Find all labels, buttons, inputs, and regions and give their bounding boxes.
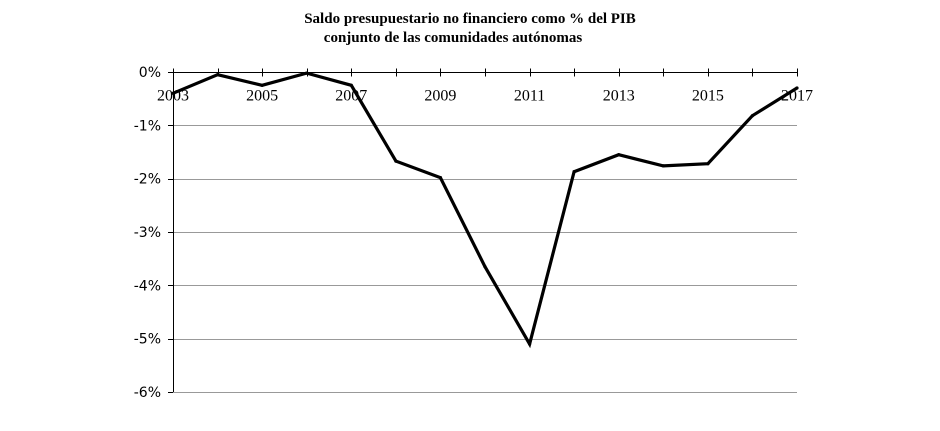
y-tick-labels: 0% -1% -2% -3% -4% -5% -6% xyxy=(134,65,161,401)
data-point xyxy=(572,170,576,174)
data-point xyxy=(305,71,309,75)
data-point xyxy=(171,91,175,95)
data-point xyxy=(706,162,710,166)
data-point xyxy=(750,114,755,118)
y-tick-label: -1% xyxy=(134,118,161,134)
data-point xyxy=(394,159,398,163)
x-tick-label: 2005 xyxy=(246,88,278,105)
data-point xyxy=(528,342,532,346)
series-line xyxy=(172,71,798,349)
data-point xyxy=(216,73,220,77)
data-point xyxy=(483,265,487,269)
x-tick-label: 2007 xyxy=(335,88,367,105)
data-point xyxy=(349,83,353,87)
data-point xyxy=(795,86,799,90)
x-tick-labels: 2003 2005 2007 2009 2011 2013 2015 2017 xyxy=(157,88,813,105)
gridlines xyxy=(173,125,797,393)
x-tick-label: 2009 xyxy=(424,88,456,105)
x-tick-label: 2013 xyxy=(603,88,635,105)
y-tick-label: -6% xyxy=(134,385,161,401)
data-point xyxy=(661,164,665,168)
x-tick-label: 2015 xyxy=(692,88,724,105)
data-point xyxy=(260,83,264,87)
data-point xyxy=(617,153,621,157)
series-layer xyxy=(171,71,799,349)
y-tick-label: -4% xyxy=(134,278,161,294)
chart-title-line-1: Saldo presupuestario no financiero como … xyxy=(304,11,636,27)
y-tick-label: -3% xyxy=(134,225,161,241)
chart-title-line-2: conjunto de las comunidades autónomas xyxy=(323,30,583,46)
y-tick-label: -2% xyxy=(134,172,161,188)
axes xyxy=(168,68,798,393)
y-tick-label: -5% xyxy=(134,332,161,348)
x-tick-label: 2017 xyxy=(781,88,813,105)
x-tick-label: 2003 xyxy=(157,88,189,105)
data-point xyxy=(438,176,442,180)
y-tick-label: 0% xyxy=(139,65,161,81)
chart-title: Saldo presupuestario no financiero como … xyxy=(0,10,940,48)
x-tick-label: 2011 xyxy=(514,88,545,105)
